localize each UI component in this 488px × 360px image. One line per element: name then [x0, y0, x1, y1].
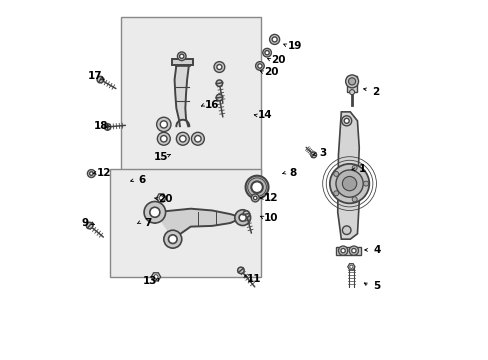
Circle shape — [349, 90, 354, 95]
Circle shape — [239, 214, 246, 221]
Text: 19: 19 — [287, 41, 301, 50]
Circle shape — [180, 54, 183, 58]
Circle shape — [177, 52, 185, 60]
Circle shape — [97, 76, 103, 83]
Text: 11: 11 — [247, 274, 261, 284]
Polygon shape — [151, 273, 160, 281]
Text: 18: 18 — [94, 121, 108, 131]
Circle shape — [237, 267, 244, 274]
Circle shape — [342, 226, 350, 234]
Circle shape — [338, 246, 347, 255]
Circle shape — [191, 132, 204, 145]
Polygon shape — [337, 112, 359, 239]
Circle shape — [363, 181, 368, 186]
Circle shape — [340, 248, 345, 253]
Circle shape — [86, 222, 93, 229]
Text: 7: 7 — [143, 218, 151, 228]
Circle shape — [333, 191, 338, 196]
Text: 6: 6 — [139, 175, 145, 185]
Circle shape — [176, 132, 189, 145]
Circle shape — [87, 170, 95, 177]
Circle shape — [333, 171, 338, 176]
Circle shape — [168, 235, 177, 243]
Circle shape — [255, 62, 264, 70]
Circle shape — [89, 172, 93, 175]
Circle shape — [348, 246, 358, 255]
Bar — [110, 169, 260, 277]
Circle shape — [160, 135, 167, 142]
Polygon shape — [346, 76, 357, 92]
Polygon shape — [156, 194, 165, 202]
Polygon shape — [174, 65, 189, 126]
Circle shape — [251, 194, 259, 202]
Circle shape — [216, 80, 222, 86]
Circle shape — [329, 164, 368, 203]
Text: 14: 14 — [258, 111, 272, 121]
Bar — [171, 59, 193, 65]
Text: 16: 16 — [204, 100, 219, 110]
Text: 4: 4 — [373, 245, 380, 255]
Circle shape — [104, 124, 110, 130]
Circle shape — [160, 121, 167, 128]
Circle shape — [271, 37, 277, 42]
Circle shape — [257, 64, 262, 68]
Polygon shape — [335, 247, 360, 255]
Text: 13: 13 — [142, 276, 157, 286]
Circle shape — [154, 275, 158, 279]
Circle shape — [344, 118, 348, 123]
Polygon shape — [155, 209, 242, 239]
Text: 2: 2 — [371, 87, 378, 97]
Circle shape — [159, 196, 163, 200]
Text: 12: 12 — [97, 168, 111, 178]
Circle shape — [217, 64, 222, 69]
Circle shape — [264, 50, 269, 55]
Text: 17: 17 — [87, 71, 102, 81]
Circle shape — [179, 54, 183, 58]
Text: 20: 20 — [271, 55, 285, 65]
Circle shape — [341, 116, 351, 126]
Text: 9: 9 — [81, 218, 88, 228]
Circle shape — [144, 202, 165, 223]
Circle shape — [351, 197, 356, 202]
Circle shape — [149, 207, 160, 217]
Circle shape — [179, 135, 185, 142]
Circle shape — [342, 176, 356, 191]
Circle shape — [157, 132, 170, 145]
Text: 8: 8 — [289, 168, 296, 178]
Text: 20: 20 — [264, 67, 278, 77]
Text: 1: 1 — [359, 164, 366, 174]
Circle shape — [269, 35, 279, 44]
Circle shape — [156, 117, 171, 132]
Bar — [121, 17, 260, 176]
Circle shape — [345, 75, 358, 88]
Circle shape — [245, 176, 268, 199]
Circle shape — [243, 211, 249, 217]
Circle shape — [348, 78, 355, 85]
Circle shape — [216, 94, 222, 101]
Circle shape — [351, 165, 356, 170]
Circle shape — [253, 196, 257, 200]
Circle shape — [214, 62, 224, 72]
Circle shape — [262, 48, 271, 57]
Text: 10: 10 — [264, 213, 278, 222]
Circle shape — [310, 152, 316, 158]
Text: 15: 15 — [154, 152, 168, 162]
Text: 12: 12 — [264, 193, 278, 203]
Text: 20: 20 — [157, 194, 172, 204]
Circle shape — [349, 265, 352, 269]
Circle shape — [163, 230, 182, 248]
Text: 3: 3 — [319, 148, 326, 158]
Text: 5: 5 — [373, 281, 380, 291]
Circle shape — [335, 170, 363, 197]
Circle shape — [194, 135, 201, 142]
Circle shape — [251, 181, 262, 193]
Polygon shape — [347, 264, 354, 270]
Circle shape — [351, 248, 355, 253]
Circle shape — [234, 210, 250, 226]
